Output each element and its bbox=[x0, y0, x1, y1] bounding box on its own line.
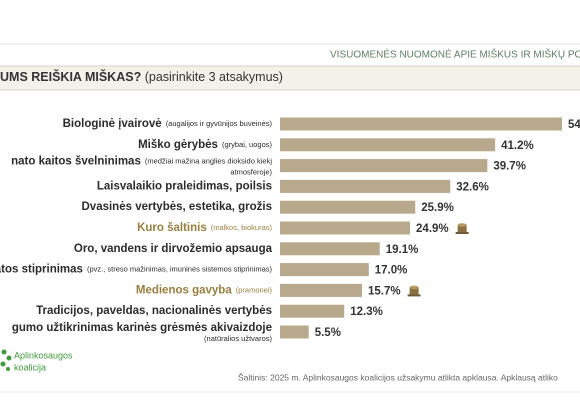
category-label: Tradicijos, paveldas, nacionalinės verty… bbox=[36, 305, 272, 317]
bar bbox=[280, 138, 496, 152]
category-name: gumo užtikrinimas karinės grėsmės akivai… bbox=[12, 322, 272, 334]
bar bbox=[280, 325, 309, 339]
bar bbox=[280, 263, 369, 277]
logo-dot bbox=[0, 361, 6, 367]
category-name: Laisvalaikio praleidimas, poilsis bbox=[97, 180, 272, 192]
category-note: (pvz., streso mažinimas, imuninės sistem… bbox=[87, 265, 273, 274]
stump-top bbox=[457, 223, 467, 227]
value-label: 17.0% bbox=[375, 265, 408, 277]
title-box bbox=[0, 65, 580, 91]
category-note: (augalijos ir gyvūnijos buveinės) bbox=[166, 119, 273, 128]
value-label: 32.6% bbox=[456, 181, 489, 193]
logo: Aplinkosaugos koalicija bbox=[0, 349, 73, 372]
bar bbox=[280, 221, 411, 235]
category-label: nato kaitos švelninimas (medžiai mažina a… bbox=[11, 156, 272, 168]
category-name: Kuro šaltinis bbox=[137, 222, 207, 234]
stump-icon bbox=[407, 285, 421, 297]
value-label: 15.7% bbox=[368, 285, 401, 297]
subtitle: (pasirinkite 3 atsakymus) bbox=[145, 70, 283, 84]
logo-dot bbox=[1, 349, 7, 355]
category-name: Tradicijos, paveldas, nacionalinės verty… bbox=[36, 305, 272, 317]
bar bbox=[280, 283, 362, 297]
logo-dot bbox=[6, 367, 10, 371]
category-note: (natūralios užtvaros) bbox=[204, 334, 272, 343]
bar bbox=[280, 242, 380, 256]
bar bbox=[280, 304, 345, 318]
logo-text: Aplinkosaugos bbox=[14, 350, 73, 360]
value-label: 5.5% bbox=[315, 327, 341, 339]
value-label: 24.9% bbox=[416, 223, 449, 235]
stump-top bbox=[409, 285, 419, 290]
category-label: gumo užtikrinimas karinės grėsmės akivai… bbox=[12, 322, 272, 334]
title: UMS REIŠKIA MIŠKAS? (pasirinkite 3 atsak… bbox=[0, 69, 283, 84]
bar bbox=[280, 200, 416, 214]
logo-dot bbox=[6, 355, 12, 361]
category-note: (grybai, uogos) bbox=[222, 140, 273, 149]
category-label: Dvasinės vertybės, estetika, grožis bbox=[82, 201, 273, 213]
category-label: katos stiprinimas (pvz., streso mažinimas… bbox=[0, 264, 273, 276]
category-note: (malkos, biokuras) bbox=[211, 223, 273, 232]
stump-root bbox=[407, 294, 421, 297]
category-name: Medienos gavyba bbox=[136, 284, 232, 296]
category-name: Oro, vandens ir dirvožemio apsauga bbox=[74, 243, 273, 255]
category-name: Miško gėrybės bbox=[138, 139, 218, 151]
bar bbox=[280, 117, 562, 131]
category-name: katos stiprinimas bbox=[0, 264, 83, 276]
category-name: Dvasinės vertybės, estetika, grožis bbox=[82, 201, 273, 213]
stump-body bbox=[457, 225, 467, 233]
value-label: 12.3% bbox=[350, 306, 383, 318]
value-label: 19.1% bbox=[386, 244, 419, 256]
category-name: nato kaitos švelninimas bbox=[11, 156, 141, 168]
category-label: Laisvalaikio praleidimas, poilsis bbox=[97, 180, 272, 192]
category-label: Oro, vandens ir dirvožemio apsauga bbox=[74, 243, 273, 255]
value-label: 54 bbox=[568, 119, 580, 131]
source: Šaltinis: 2025 m. Aplinkosaugos koalicij… bbox=[238, 372, 558, 382]
value-label: 25.9% bbox=[421, 202, 454, 214]
category-label: Kuro šaltinis (malkos, biokuras) bbox=[137, 222, 272, 234]
title-main: UMS REIŠKIA MIŠKAS? bbox=[0, 69, 141, 84]
category-label: Medienos gavyba (pramonei) bbox=[136, 284, 273, 296]
category-note: (pramonei) bbox=[236, 285, 273, 294]
category-name: Biologinė įvairovė bbox=[63, 118, 162, 130]
category-label: Miško gėrybės (grybai, uogos) bbox=[138, 139, 272, 151]
value-label: 41.2% bbox=[501, 140, 534, 152]
category-label: Biologinė įvairovė (augalijos ir gyvūnijo… bbox=[63, 118, 273, 130]
stump-icon bbox=[455, 223, 469, 234]
header: VISUOMENĖS NUOMONĖ APIE MIŠKUS IR MIŠKŲ … bbox=[330, 48, 580, 61]
category-note: atmosferoje) bbox=[230, 168, 272, 177]
value-label: 39.7% bbox=[493, 161, 526, 173]
stump-root bbox=[455, 232, 469, 234]
stump-body bbox=[409, 287, 419, 296]
logo-text: koalicija bbox=[14, 362, 46, 372]
bar bbox=[280, 159, 488, 173]
bar bbox=[280, 179, 451, 193]
category-note: (medžiai mažina anglies dioksido kiekį bbox=[145, 157, 272, 166]
